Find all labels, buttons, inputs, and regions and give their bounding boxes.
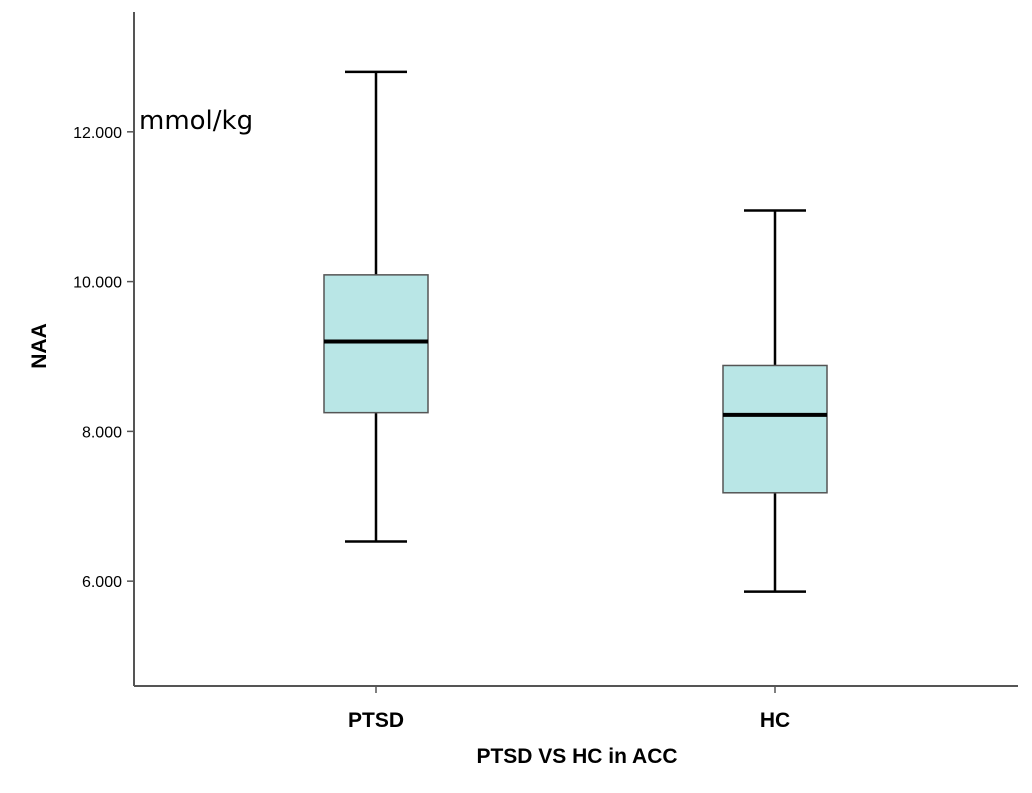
x-category-label: HC — [760, 709, 790, 732]
plot-marks — [323, 70, 828, 593]
x-categories: PTSD HC — [348, 686, 790, 732]
y-axis-title: NAA — [28, 323, 51, 369]
y-tick-label: 10.000 — [73, 275, 122, 292]
y-tick-label: 6.000 — [82, 574, 122, 591]
x-category-label: PTSD — [348, 709, 404, 732]
y-ticks: 6.000 8.000 10.000 12.000 — [73, 125, 134, 591]
iqr-box — [323, 274, 429, 414]
unit-label: mmol/kg — [139, 106, 253, 136]
x-axis-title: PTSD VS HC in ACC — [476, 745, 677, 768]
y-tick-label: 12.000 — [73, 125, 122, 142]
iqr-box — [722, 364, 828, 494]
y-tick-label: 8.000 — [82, 424, 122, 441]
box-ptsd — [323, 70, 429, 543]
box-hc — [722, 209, 828, 593]
